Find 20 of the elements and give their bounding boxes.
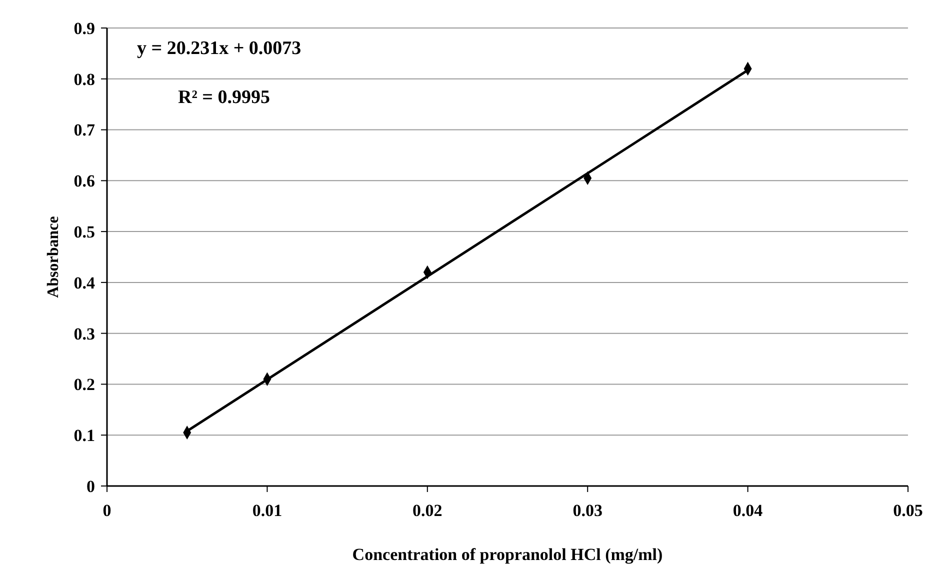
y-tick-label: 0 [86,476,95,496]
y-axis-title: Absorbance [45,216,62,298]
x-tick-label: 0.02 [412,501,442,520]
y-tick-label: 0.4 [74,273,96,292]
y-tick-label: 0.5 [74,222,95,242]
x-tick-label: 0.05 [893,501,923,520]
x-tick-label: 0.03 [572,501,602,520]
annotation: y = 20.231x + 0.0073 [137,38,302,59]
y-tick-label: 0.2 [74,375,95,394]
y-tick-label: 0.9 [74,18,95,38]
x-tick-label: 0.04 [732,501,764,520]
y-tick-label: 0.8 [74,70,95,89]
y-tick-label: 0.3 [74,324,95,344]
x-tick-label: 0.01 [252,501,282,520]
x-axis-title: Concentration of propranolol HCl (mg/ml) [352,545,663,564]
x-tick-label: 0 [102,501,112,520]
annotation: R² = 0.9995 [178,87,270,108]
y-tick-label: 0.6 [74,172,95,191]
y-tick-label: 0.1 [74,426,95,446]
y-tick-label: 0.7 [74,120,96,140]
